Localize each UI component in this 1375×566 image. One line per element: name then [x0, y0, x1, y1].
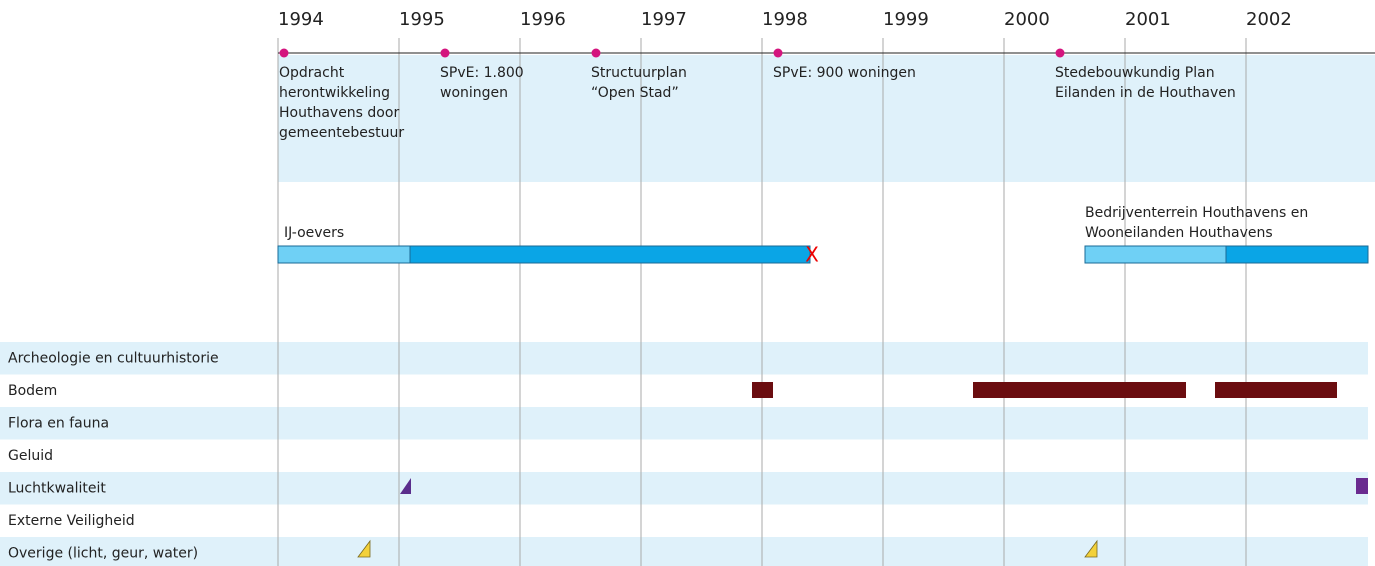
study-bar — [752, 382, 773, 398]
project-bar — [1084, 245, 1227, 264]
row-label: Externe Veiligheid — [8, 513, 135, 529]
milestone-label: SPvE: 1.800 — [440, 65, 524, 81]
row-stripe — [0, 537, 1368, 566]
study-bar — [973, 382, 1186, 398]
stop-mark: X — [805, 243, 819, 267]
year-label: 1999 — [883, 9, 929, 30]
row-label: Luchtkwaliteit — [8, 480, 106, 496]
milestone-dot — [279, 48, 289, 58]
milestone-label: SPvE: 900 woningen — [773, 65, 916, 81]
project-label: Wooneilanden Houthavens — [1085, 225, 1273, 241]
study-bar — [1356, 478, 1368, 494]
study-bar — [1215, 382, 1337, 398]
milestone-label: Opdracht — [279, 65, 345, 81]
year-label: 2000 — [1004, 9, 1050, 30]
row-label: Flora en fauna — [8, 415, 109, 431]
project-bar — [277, 245, 411, 264]
row-stripe — [0, 342, 1368, 375]
row-label: Archeologie en cultuurhistorie — [8, 350, 219, 366]
milestone-label: Eilanden in de Houthaven — [1055, 85, 1236, 101]
project-label: Bedrijventerrein Houthavens en — [1085, 205, 1308, 221]
project-label: IJ-oevers — [284, 225, 344, 241]
marker — [1084, 539, 1098, 558]
milestone-label: Stedebouwkundig Plan — [1055, 65, 1215, 81]
row-label: Overige (licht, geur, water) — [8, 545, 198, 561]
milestone-dot — [1055, 48, 1065, 58]
milestone-label: woningen — [440, 85, 508, 101]
milestone-label: “Open Stad” — [591, 85, 679, 101]
row-label: Geluid — [8, 448, 53, 464]
project-bar — [1225, 245, 1369, 264]
year-label: 2002 — [1246, 9, 1292, 30]
milestone-label: Structuurplan — [591, 65, 687, 81]
milestone-label: gemeentebestuur — [279, 125, 404, 141]
milestone-dot — [440, 48, 450, 58]
year-label: 2001 — [1125, 9, 1171, 30]
year-label: 1998 — [762, 9, 808, 30]
row-stripe — [0, 472, 1368, 505]
row-label: Bodem — [8, 383, 57, 399]
milestone-dot — [591, 48, 601, 58]
marker — [357, 539, 371, 558]
milestone-label: herontwikkeling — [279, 85, 390, 101]
year-label: 1997 — [641, 9, 687, 30]
year-label: 1994 — [278, 9, 324, 30]
year-label: 1996 — [520, 9, 566, 30]
row-stripe — [0, 407, 1368, 440]
marker — [400, 478, 411, 494]
milestone-label: Houthavens door — [279, 105, 399, 121]
project-bar — [409, 245, 811, 264]
year-label: 1995 — [399, 9, 445, 30]
milestone-dot — [773, 48, 783, 58]
milestone-band — [278, 55, 1375, 182]
